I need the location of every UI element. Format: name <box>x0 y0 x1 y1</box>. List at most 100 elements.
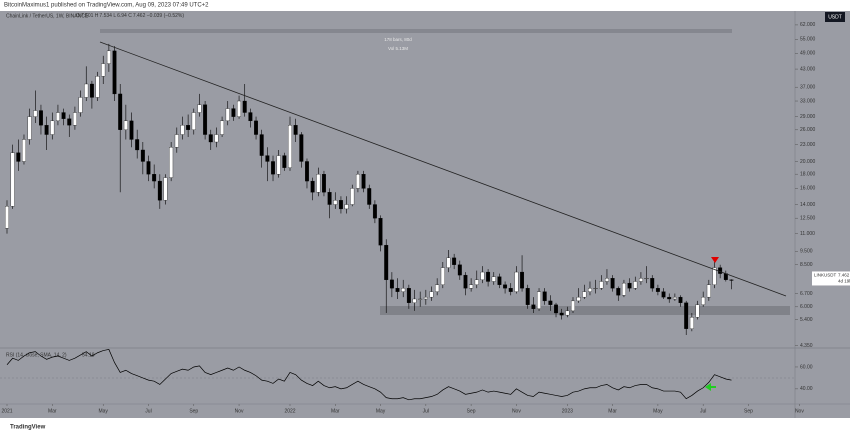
candle-body <box>378 218 383 246</box>
candle-body <box>220 120 225 135</box>
candle-body <box>559 312 564 316</box>
candle-body <box>367 188 372 205</box>
published-note: BitcoinMaximus1 published on TradingView… <box>4 3 209 9</box>
candle-body <box>384 244 389 281</box>
candle-body <box>644 278 649 280</box>
y-tick-label: 43.000 <box>800 66 816 72</box>
candle-body <box>616 288 621 296</box>
candle-body <box>288 125 292 168</box>
candle-body <box>163 177 168 201</box>
candle-body <box>361 174 366 189</box>
candle-body <box>633 281 638 289</box>
y-tick-label: 9.500 <box>800 249 813 255</box>
candle-body <box>729 279 734 281</box>
y-tick-label: 14.000 <box>800 202 816 208</box>
candle-body <box>372 204 377 219</box>
candle-body <box>621 282 626 296</box>
candle-body <box>350 188 355 205</box>
ohlc-close: 7.462 <box>133 13 146 19</box>
candle-body <box>508 288 513 292</box>
candle-body <box>180 125 185 135</box>
candle-body <box>203 104 208 135</box>
ohlc-change: −0.039 (−0.52%) <box>147 13 185 19</box>
x-tick-label: Mar <box>608 408 617 414</box>
y-tick-label: 12.500 <box>800 216 816 222</box>
candle-body <box>254 120 258 135</box>
candle-body <box>452 257 457 265</box>
green-arrow <box>705 383 716 391</box>
candle-body <box>446 257 451 268</box>
candle-body <box>276 155 281 175</box>
candle-body <box>503 284 508 289</box>
candle-body <box>695 304 700 318</box>
candle-body <box>112 50 117 95</box>
candle-body <box>389 279 394 289</box>
candle-body <box>174 134 179 148</box>
candle-body <box>497 276 502 285</box>
candle-body <box>565 310 570 316</box>
y-tick-label: 49.000 <box>800 51 816 57</box>
candle-body <box>271 161 275 175</box>
candle-body <box>718 267 723 274</box>
candle-body <box>672 296 677 300</box>
rsi-tick-label: 40.00 <box>800 386 813 392</box>
y-tick-label: 5.400 <box>800 317 813 323</box>
support-zone <box>380 306 790 315</box>
x-tick-label: May <box>98 408 108 414</box>
candle-body <box>55 112 60 122</box>
y-tick-label: 55.000 <box>800 37 816 43</box>
measure-vol: Vol 5.13M <box>388 46 408 51</box>
top-bar <box>0 0 850 11</box>
candle-body <box>440 267 445 285</box>
candle-body <box>214 134 219 143</box>
candle-body <box>106 50 111 64</box>
x-tick-label: May <box>376 408 386 414</box>
ohlc-low: 6.94 <box>117 13 127 19</box>
candle-body <box>661 291 666 298</box>
rsi-line <box>6 349 732 401</box>
candle-body <box>576 296 581 302</box>
candle-body <box>531 304 536 309</box>
candle-body <box>554 304 558 314</box>
candle-body <box>712 267 717 285</box>
candle-body <box>265 155 270 162</box>
price-label-time: 4d 19h <box>838 279 850 284</box>
candle-body <box>638 278 643 282</box>
candle-body <box>191 112 196 130</box>
y-tick-label: 11.000 <box>800 231 815 237</box>
candle-body <box>78 97 83 113</box>
ohlc-high: 7.534 <box>99 13 112 19</box>
candle-body <box>95 76 100 98</box>
measure-bars: 178 bars, 80d <box>384 37 412 42</box>
candle-body <box>401 288 406 292</box>
candle-body <box>667 296 672 300</box>
candle-body <box>588 288 592 292</box>
x-tick-label: Sep <box>744 408 753 414</box>
candle-body <box>412 298 417 303</box>
x-tick-label: Jul <box>423 408 429 414</box>
candle-body <box>537 291 541 309</box>
x-tick-label: Jul <box>700 408 706 414</box>
symbol-title: ChainLink / TetherUS, 1W, BINANCE <box>6 13 89 19</box>
candle-body <box>355 174 360 189</box>
ohlc-key: C <box>128 13 132 19</box>
candle-body <box>599 281 604 289</box>
y-tick-label: 6.700 <box>800 291 813 297</box>
candle-body <box>157 180 162 201</box>
candle-body <box>72 112 77 126</box>
candle-body <box>61 112 66 119</box>
candle-body <box>27 116 32 140</box>
ohlc-key: H <box>95 13 99 19</box>
candle-body <box>650 278 655 289</box>
x-tick-label: Jul <box>145 408 151 414</box>
candle-body <box>684 302 689 329</box>
candle-body <box>5 206 9 229</box>
y-tick-label: 4.350 <box>800 343 813 349</box>
candle-body <box>282 155 287 168</box>
footer <box>0 418 850 434</box>
candle-body <box>152 174 157 182</box>
candle-body <box>344 204 349 210</box>
ohlc-readout: O7.501 H7.534 L6.94 C7.462 −0.039 (−0.52… <box>76 13 184 19</box>
